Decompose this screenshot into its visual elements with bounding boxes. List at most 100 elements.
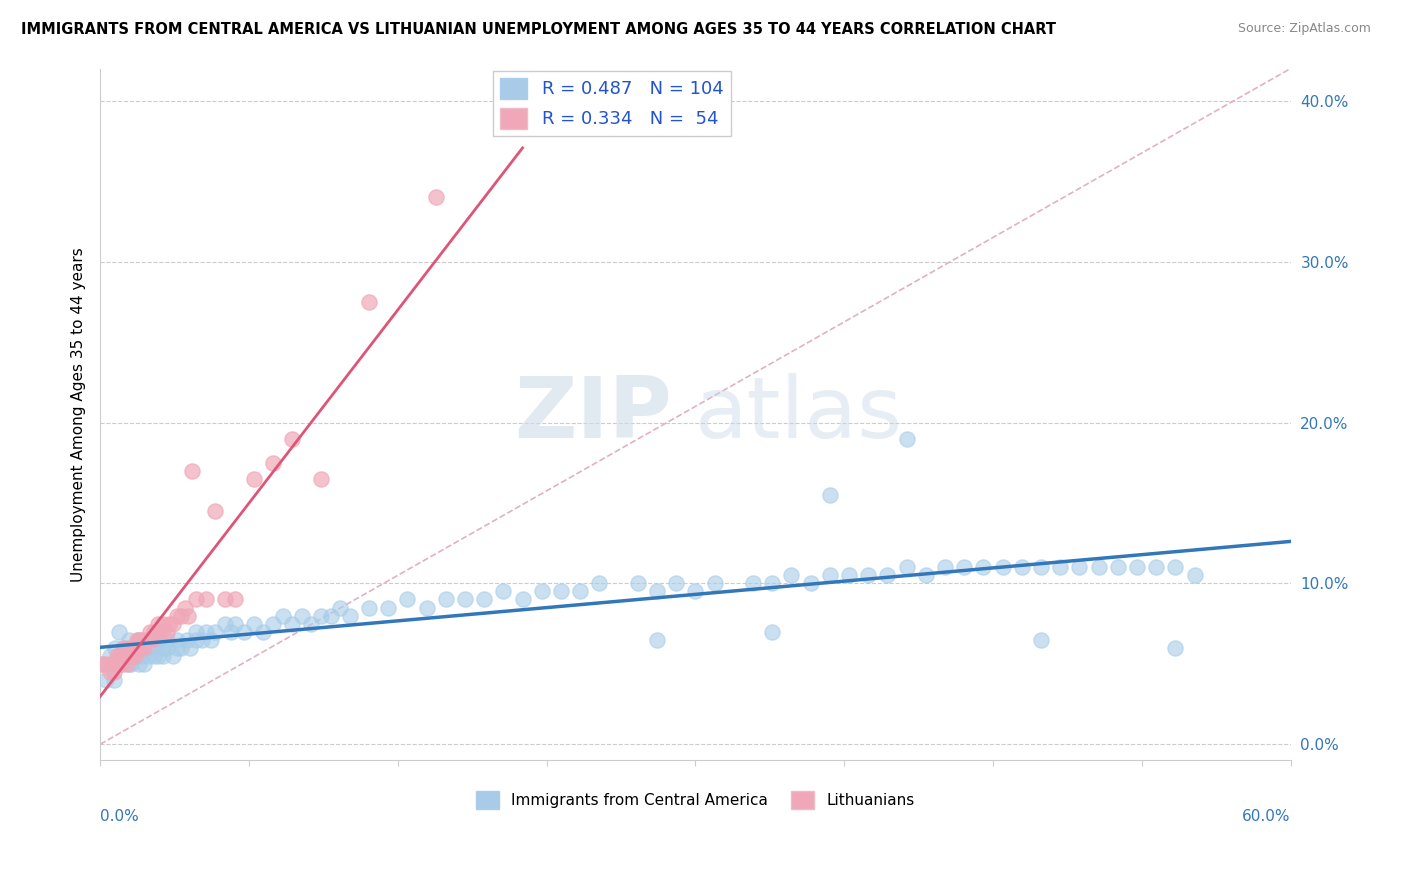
Point (131, 640, 153, 655)
Point (1184, 568, 1206, 582)
Point (329, 600, 352, 615)
Point (645, 632, 668, 647)
Point (377, 600, 399, 615)
Point (800, 576, 823, 591)
Point (98, 665, 121, 679)
Point (242, 616, 264, 631)
Point (108, 648, 131, 663)
Point (128, 632, 150, 647)
Point (120, 657, 142, 671)
Point (434, 592, 457, 607)
Point (914, 568, 936, 582)
Point (146, 632, 169, 647)
Point (136, 648, 159, 663)
Point (492, 584, 515, 599)
Point (166, 632, 188, 647)
Point (224, 592, 246, 607)
Point (204, 624, 226, 639)
Point (112, 648, 135, 663)
Point (818, 568, 841, 582)
Point (991, 560, 1014, 574)
Point (114, 640, 136, 655)
Point (91, 657, 114, 671)
Point (170, 640, 193, 655)
Point (128, 657, 150, 671)
Point (131, 632, 153, 647)
Point (299, 616, 322, 631)
Point (110, 657, 132, 671)
Point (262, 456, 284, 470)
Point (142, 624, 165, 639)
Point (876, 568, 898, 582)
Point (219, 624, 242, 639)
Point (512, 592, 534, 607)
Point (818, 488, 841, 502)
Point (685, 584, 707, 599)
Text: IMMIGRANTS FROM CENTRAL AMERICA VS LITHUANIAN UNEMPLOYMENT AMONG AGES 35 TO 44 Y: IMMIGRANTS FROM CENTRAL AMERICA VS LITHU… (21, 22, 1056, 37)
Point (103, 665, 125, 679)
Point (173, 600, 195, 615)
Point (1087, 560, 1109, 574)
Point (176, 632, 198, 647)
Point (166, 608, 188, 623)
Point (125, 632, 148, 647)
Point (703, 576, 725, 591)
Point (141, 632, 163, 647)
Point (761, 576, 783, 591)
Point (142, 648, 165, 663)
Point (972, 560, 994, 574)
Point (1029, 632, 1052, 647)
Point (135, 632, 157, 647)
Point (181, 464, 204, 478)
Point (146, 648, 169, 663)
Point (425, 190, 447, 204)
Point (170, 608, 193, 623)
Point (115, 657, 138, 671)
Point (152, 648, 174, 663)
Point (934, 560, 956, 574)
Point (150, 624, 173, 639)
Point (91, 657, 114, 671)
Point (645, 584, 668, 599)
Point (150, 640, 173, 655)
Point (214, 616, 236, 631)
Text: Source: ZipAtlas.com: Source: ZipAtlas.com (1237, 22, 1371, 36)
Point (112, 640, 135, 655)
Point (146, 616, 169, 631)
Point (530, 584, 553, 599)
Point (1107, 560, 1129, 574)
Point (157, 616, 180, 631)
Point (124, 648, 146, 663)
Point (472, 592, 495, 607)
Point (166, 640, 188, 655)
Point (112, 657, 135, 671)
Point (856, 568, 879, 582)
Text: 60.0%: 60.0% (1241, 809, 1291, 824)
Point (156, 624, 179, 639)
Point (184, 592, 207, 607)
Point (319, 608, 342, 623)
Point (156, 632, 179, 647)
Point (114, 648, 136, 663)
Point (627, 576, 650, 591)
Point (139, 624, 162, 639)
Point (309, 608, 332, 623)
Point (953, 560, 976, 574)
Point (108, 657, 131, 671)
Point (104, 640, 127, 655)
Point (896, 560, 918, 574)
Point (224, 616, 246, 631)
Point (121, 640, 143, 655)
Point (177, 608, 200, 623)
Text: ZIP: ZIP (513, 373, 672, 456)
Point (214, 592, 236, 607)
Point (118, 657, 141, 671)
Point (550, 584, 572, 599)
Point (131, 648, 153, 663)
Point (339, 608, 361, 623)
Point (184, 632, 207, 647)
Text: 0.0%: 0.0% (100, 809, 139, 824)
Point (128, 640, 150, 655)
Point (156, 640, 179, 655)
Point (118, 648, 141, 663)
